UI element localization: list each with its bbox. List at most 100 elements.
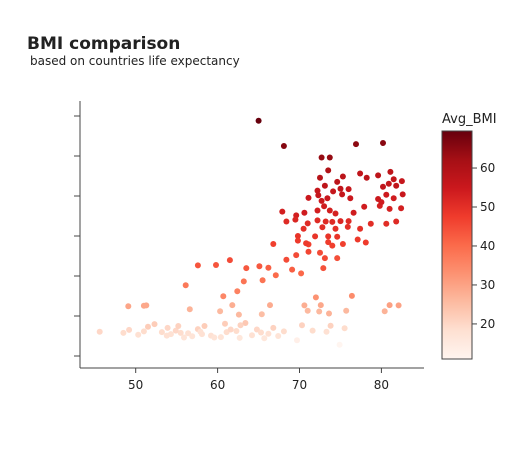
data-point — [220, 293, 227, 300]
data-point — [339, 191, 346, 198]
data-point — [280, 328, 287, 335]
data-point — [357, 225, 364, 232]
data-point — [243, 265, 250, 272]
data-point — [181, 334, 187, 341]
colorbar-tick-label: 20 — [480, 317, 495, 331]
data-point — [319, 224, 326, 231]
x-tick-label: 80 — [374, 378, 389, 392]
data-point — [332, 225, 339, 232]
data-point — [233, 328, 240, 334]
data-point — [305, 248, 312, 255]
data-point — [240, 278, 247, 285]
data-point — [339, 173, 346, 180]
data-point — [279, 208, 286, 215]
x-tick-label: 50 — [128, 378, 143, 392]
data-point — [398, 205, 405, 212]
y-axis — [74, 101, 81, 368]
data-point — [265, 264, 272, 271]
data-point — [265, 330, 272, 337]
data-point — [321, 255, 328, 262]
data-point — [267, 302, 273, 309]
data-point — [354, 236, 361, 243]
data-point — [398, 178, 405, 185]
data-point — [393, 182, 400, 189]
data-point — [259, 277, 266, 284]
data-point — [317, 302, 324, 309]
data-point — [341, 325, 348, 332]
data-point — [326, 207, 333, 214]
data-point — [182, 282, 189, 289]
colorbar-tick-label: 40 — [480, 239, 495, 253]
data-point — [317, 249, 323, 256]
data-point — [386, 302, 393, 309]
data-point — [255, 117, 262, 124]
data-point — [294, 337, 300, 344]
data-point — [300, 225, 307, 232]
data-point — [292, 216, 299, 223]
data-point — [189, 333, 196, 340]
data-point — [383, 220, 390, 227]
data-point — [294, 237, 301, 244]
data-point — [185, 330, 192, 337]
data-point — [270, 324, 277, 331]
data-point — [253, 326, 260, 333]
data-point — [312, 294, 319, 301]
data-point — [362, 239, 369, 246]
data-point — [283, 218, 290, 225]
data-point — [320, 265, 327, 272]
colorbar-tick-label: 30 — [480, 278, 495, 292]
data-points — [96, 117, 406, 348]
data-point — [222, 320, 228, 327]
data-point — [164, 324, 171, 331]
data-point — [367, 220, 374, 227]
data-point — [217, 334, 224, 341]
data-point — [386, 205, 393, 212]
colorbar-tick-label: 60 — [480, 161, 495, 175]
data-point — [325, 239, 332, 246]
data-point — [151, 321, 158, 328]
data-point — [327, 322, 334, 329]
data-point — [242, 320, 249, 326]
data-point — [175, 323, 182, 329]
data-point — [315, 192, 322, 199]
data-point — [399, 191, 406, 198]
data-point — [135, 331, 142, 338]
data-point — [312, 233, 319, 240]
data-point — [393, 218, 400, 225]
data-point — [201, 323, 208, 329]
data-point — [145, 323, 151, 330]
data-point — [217, 308, 224, 315]
data-point — [383, 191, 390, 198]
data-point — [314, 187, 321, 194]
data-point — [380, 183, 386, 190]
data-point — [361, 203, 368, 210]
data-point — [236, 334, 243, 341]
data-point — [258, 311, 265, 318]
data-point — [249, 332, 255, 339]
data-point — [226, 257, 233, 264]
data-point — [256, 263, 263, 270]
data-point — [299, 322, 305, 329]
data-point — [334, 255, 341, 262]
data-point — [363, 174, 370, 181]
data-point — [125, 303, 132, 310]
data-point — [385, 180, 392, 187]
data-point — [353, 141, 359, 148]
data-point — [301, 302, 308, 309]
data-point — [211, 334, 218, 341]
data-point — [323, 328, 330, 335]
data-point — [304, 307, 311, 314]
data-point — [283, 256, 290, 263]
data-point — [339, 241, 346, 247]
data-point — [321, 182, 328, 189]
data-point — [309, 327, 316, 334]
data-point — [390, 195, 397, 202]
data-point — [318, 197, 325, 204]
data-point — [378, 199, 385, 206]
data-point — [380, 140, 386, 146]
data-point — [227, 326, 234, 333]
data-point — [280, 143, 287, 149]
data-point — [305, 194, 312, 201]
data-point — [318, 154, 325, 161]
